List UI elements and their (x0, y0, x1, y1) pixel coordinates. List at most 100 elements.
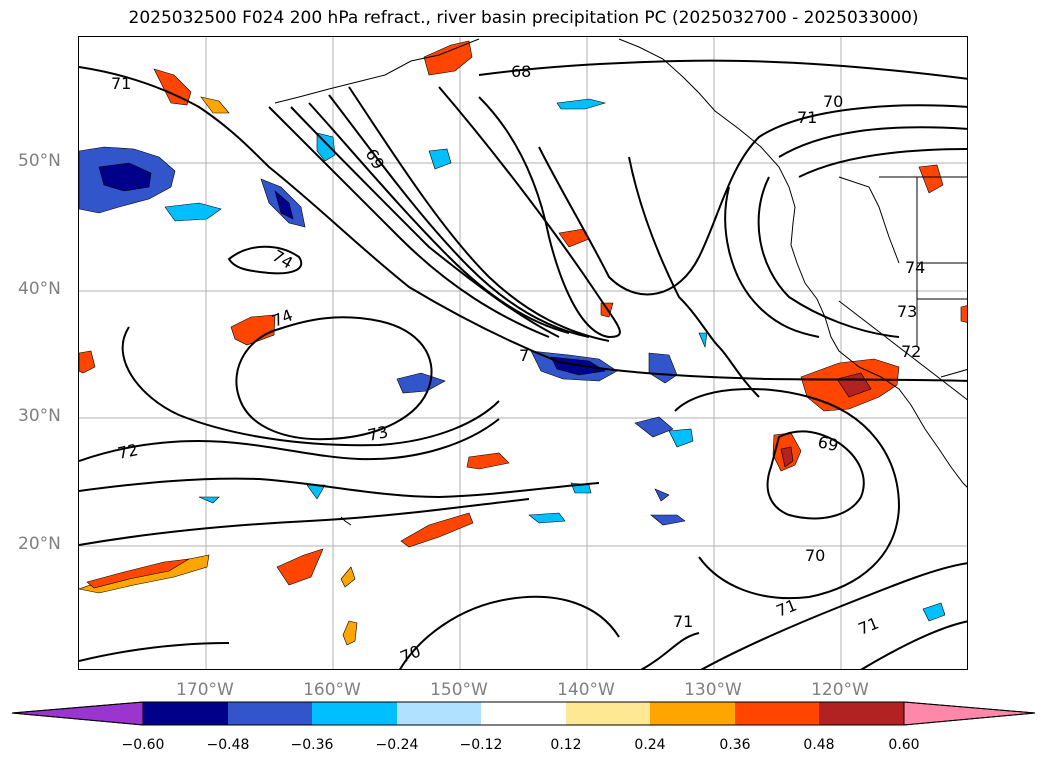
anomaly-region (466, 452, 510, 470)
longitude-label: 160°W (303, 680, 361, 700)
contour-line-72 (79, 418, 500, 462)
contour-label: 71 (773, 595, 799, 620)
refractivity-contours (79, 59, 967, 669)
contour-label: 73 (897, 302, 917, 321)
colorbar-segment (650, 702, 735, 725)
contour-line (798, 148, 967, 178)
anomaly-region (650, 514, 686, 526)
contour-label: 71 (797, 108, 817, 127)
interior-border (838, 176, 900, 264)
contour-label: 68 (511, 62, 531, 81)
colorbar-segment (397, 702, 481, 725)
colorbar-segment (735, 702, 819, 725)
colorbar-tick: 0.48 (803, 737, 835, 753)
anomaly-region (200, 96, 230, 114)
contour-line (79, 66, 967, 382)
anomaly-region (153, 68, 192, 106)
contour-line-71 (700, 562, 967, 669)
colorbar (11, 701, 1036, 726)
contour-line (328, 94, 590, 338)
contour-line-71 (860, 620, 967, 669)
anomaly-region (86, 558, 190, 589)
colorbar-tick: −0.48 (206, 737, 250, 753)
anomaly-region (698, 332, 708, 349)
contour-label: 74 (905, 258, 925, 277)
anomaly-region (556, 98, 607, 110)
negative-anomaly-shading (79, 98, 946, 622)
contour-line-71 (778, 126, 967, 158)
anomaly-region (922, 602, 946, 622)
north-american-coast (618, 38, 967, 488)
contour-line (79, 498, 530, 546)
colorbar-tick: 0.24 (634, 737, 666, 753)
anomaly-region (654, 488, 670, 502)
contour-label: 72 (116, 440, 140, 463)
aleutian-chain (274, 38, 480, 104)
anomaly-region (428, 148, 452, 170)
contour-line (290, 106, 560, 338)
anomaly-region (164, 202, 222, 222)
contour-line (724, 186, 820, 338)
contour-line-70 (674, 387, 901, 600)
contour-line-70 (399, 595, 620, 669)
anomaly-region (276, 548, 324, 586)
colorbar-segment (819, 702, 904, 725)
contour-line (757, 176, 900, 338)
anomaly-region (960, 305, 967, 323)
anomaly-region (648, 352, 678, 384)
latitude-label: 30°N (18, 406, 61, 426)
anomaly-region (342, 620, 358, 646)
contour-label: 74 (269, 246, 296, 273)
colorbar-tick: −0.36 (290, 737, 334, 753)
contour-label: 71 (111, 74, 131, 93)
contour-line (628, 156, 760, 398)
contour-label: 69 (816, 432, 840, 455)
contour-line-74 (227, 245, 303, 275)
map-svg: 71 68 70 71 69 74 74 74 73 72 7 73 72 69… (79, 37, 967, 669)
anomaly-region (423, 40, 473, 76)
contour-line-74 (235, 316, 433, 441)
map-panel: 71 68 70 71 69 74 74 74 73 72 7 73 72 69… (78, 36, 968, 670)
contour-line (438, 86, 621, 339)
figure-title: 2025032500 F024 200 hPa refract., river … (128, 8, 919, 28)
anomaly-region (98, 162, 152, 192)
colorbar-tick: 0.36 (719, 737, 751, 753)
contour-line-71 (640, 632, 700, 669)
longitude-label: 140°W (557, 680, 615, 700)
anomaly-region (396, 372, 446, 394)
contour-label: 72 (901, 342, 921, 361)
contour-line (79, 477, 600, 499)
anomaly-region (668, 428, 694, 448)
contour-line-69 (766, 430, 865, 520)
contour-line (348, 86, 610, 342)
contour-labels: 71 68 70 71 69 74 74 74 73 72 7 73 72 69… (111, 62, 925, 667)
contour-line (308, 102, 570, 334)
colorbar-outline (11, 701, 1036, 726)
colorbar-extend-high (903, 701, 1036, 726)
colorbar-tick: 0.12 (550, 737, 582, 753)
anomaly-region (634, 416, 674, 438)
contour-line-68 (478, 59, 967, 80)
anomaly-region (306, 484, 326, 500)
colorbar-extend-low (11, 701, 144, 726)
latitude-label: 50°N (18, 151, 61, 171)
anomaly-region (918, 164, 944, 194)
longitude-label: 170°W (176, 680, 234, 700)
anomaly-region (79, 350, 96, 374)
contour-line (79, 642, 230, 662)
colorbar-segment (143, 702, 228, 725)
anomaly-region (400, 512, 474, 548)
anomaly-region (230, 314, 276, 346)
state-border (838, 300, 967, 401)
colorbar-segment (566, 702, 650, 725)
longitude-label: 130°W (684, 680, 742, 700)
us-mexico-border (940, 369, 967, 378)
contour-label: 71 (855, 613, 881, 638)
colorbar-segment (481, 702, 566, 725)
anomaly-region (340, 566, 356, 588)
colorbar-tick: −0.12 (459, 737, 503, 753)
latitude-label: 20°N (18, 534, 61, 554)
contour-line (268, 106, 550, 338)
colorbar-tick: −0.24 (375, 737, 419, 753)
colorbar-tick: 0.60 (888, 737, 920, 753)
